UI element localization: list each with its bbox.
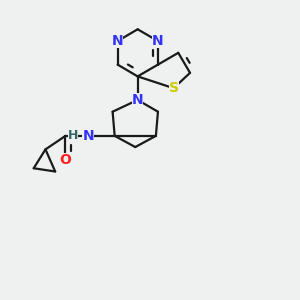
Text: S: S — [169, 81, 178, 95]
Text: H: H — [68, 129, 78, 142]
Text: N: N — [82, 129, 94, 143]
Text: N: N — [132, 93, 143, 107]
Text: O: O — [60, 153, 71, 167]
Text: N: N — [112, 34, 123, 48]
Text: N: N — [152, 34, 164, 48]
